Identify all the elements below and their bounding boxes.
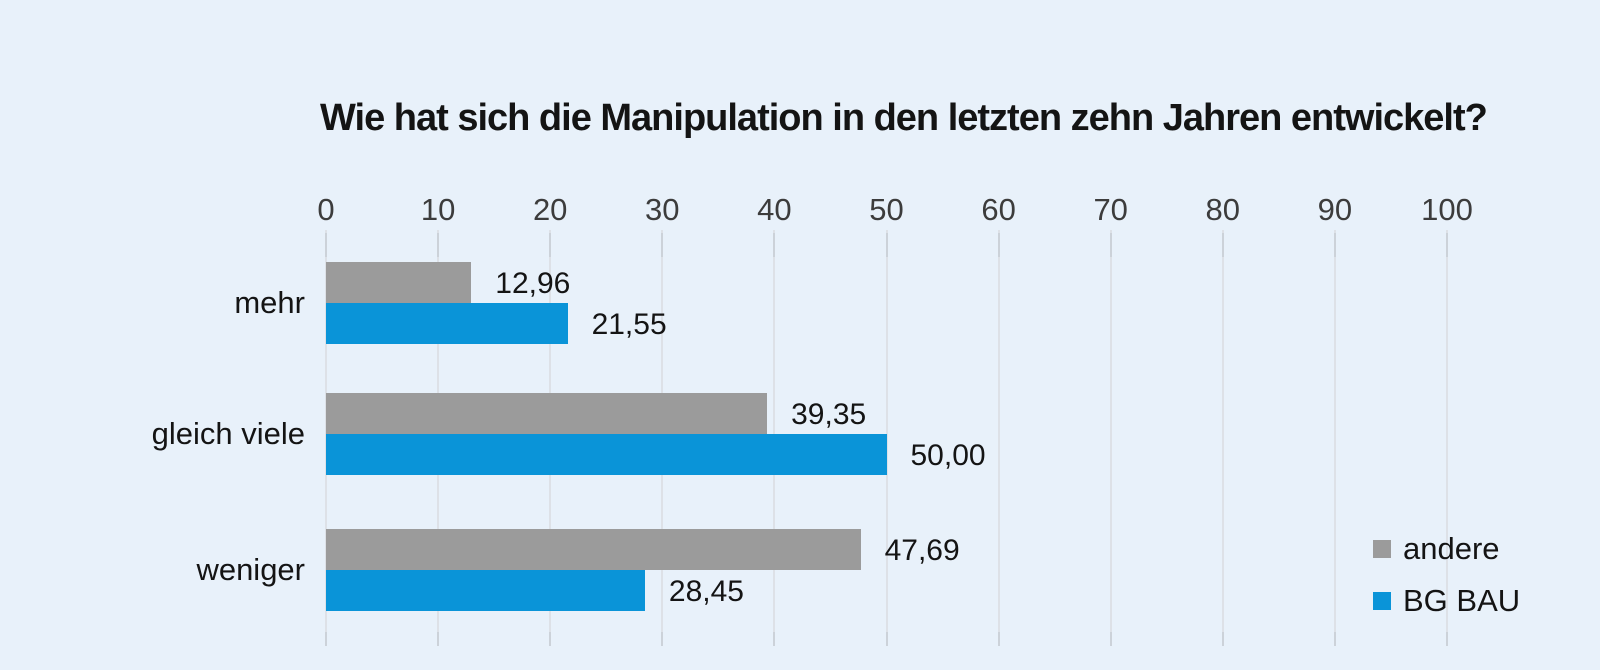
tick-mark bbox=[1109, 233, 1112, 257]
tick-mark bbox=[773, 233, 776, 257]
tick-mark bbox=[1221, 233, 1224, 257]
x-tick-label: 70 bbox=[1093, 192, 1128, 227]
tick-mark bbox=[549, 632, 552, 646]
legend-swatch-bg-bau bbox=[1373, 592, 1391, 610]
gridline bbox=[1109, 230, 1112, 645]
legend-label: andere bbox=[1403, 531, 1500, 566]
tick-mark bbox=[1446, 632, 1448, 646]
bar-andere bbox=[326, 393, 768, 434]
tick-mark bbox=[437, 632, 440, 646]
tick-mark bbox=[997, 233, 1000, 257]
x-tick-label: 0 bbox=[317, 192, 335, 227]
x-tick-label: 80 bbox=[1205, 192, 1241, 227]
x-tick-label: 10 bbox=[420, 192, 456, 227]
gridline bbox=[885, 230, 888, 645]
gridline bbox=[1446, 230, 1448, 645]
bar-value-label: 12,96 bbox=[495, 266, 571, 300]
x-tick-label: 20 bbox=[532, 192, 568, 227]
tick-mark bbox=[325, 233, 327, 257]
bar-bg-bau bbox=[326, 434, 887, 475]
legend-item-bg-bau: BG BAU bbox=[1373, 583, 1520, 619]
tick-mark bbox=[1333, 632, 1336, 646]
tick-mark bbox=[1446, 233, 1448, 257]
bar-value-label: 47,69 bbox=[884, 533, 960, 567]
category-label: gleich viele bbox=[151, 416, 305, 451]
tick-mark bbox=[885, 632, 888, 646]
tick-mark bbox=[1109, 632, 1112, 646]
bar-value-label: 28,45 bbox=[668, 574, 744, 608]
bar-value-label: 39,35 bbox=[791, 397, 867, 431]
category-label: mehr bbox=[234, 285, 305, 320]
gridline bbox=[1333, 230, 1336, 645]
legend-swatch-andere bbox=[1373, 540, 1391, 558]
x-tick-label: 100 bbox=[1421, 192, 1473, 227]
bar-bg-bau bbox=[326, 570, 645, 611]
x-tick-label: 60 bbox=[981, 192, 1016, 227]
x-tick-label: 90 bbox=[1317, 192, 1353, 227]
tick-mark bbox=[1221, 632, 1224, 646]
tick-mark bbox=[661, 632, 664, 646]
bar-andere bbox=[326, 262, 472, 303]
legend-label: BG BAU bbox=[1403, 583, 1521, 618]
tick-mark bbox=[661, 233, 664, 257]
chart-title: Wie hat sich die Manipulation in den let… bbox=[320, 97, 1488, 139]
x-tick-label: 30 bbox=[645, 192, 680, 227]
tick-mark bbox=[1333, 233, 1336, 257]
gridline bbox=[1221, 230, 1224, 645]
tick-mark bbox=[997, 632, 1000, 646]
x-tick-label: 50 bbox=[869, 192, 904, 227]
gridline bbox=[997, 230, 1000, 645]
legend-item-andere: andere bbox=[1373, 531, 1500, 567]
category-label: weniger bbox=[196, 552, 305, 587]
bar-value-label: 21,55 bbox=[591, 307, 667, 341]
tick-mark bbox=[437, 233, 440, 257]
tick-mark bbox=[773, 632, 776, 646]
bar-bg-bau bbox=[326, 303, 568, 344]
tick-mark bbox=[549, 233, 552, 257]
tick-mark bbox=[885, 233, 888, 257]
bar-value-label: 50,00 bbox=[910, 438, 986, 472]
x-tick-label: 40 bbox=[757, 192, 792, 227]
bar-andere bbox=[326, 529, 861, 570]
tick-mark bbox=[325, 632, 327, 646]
